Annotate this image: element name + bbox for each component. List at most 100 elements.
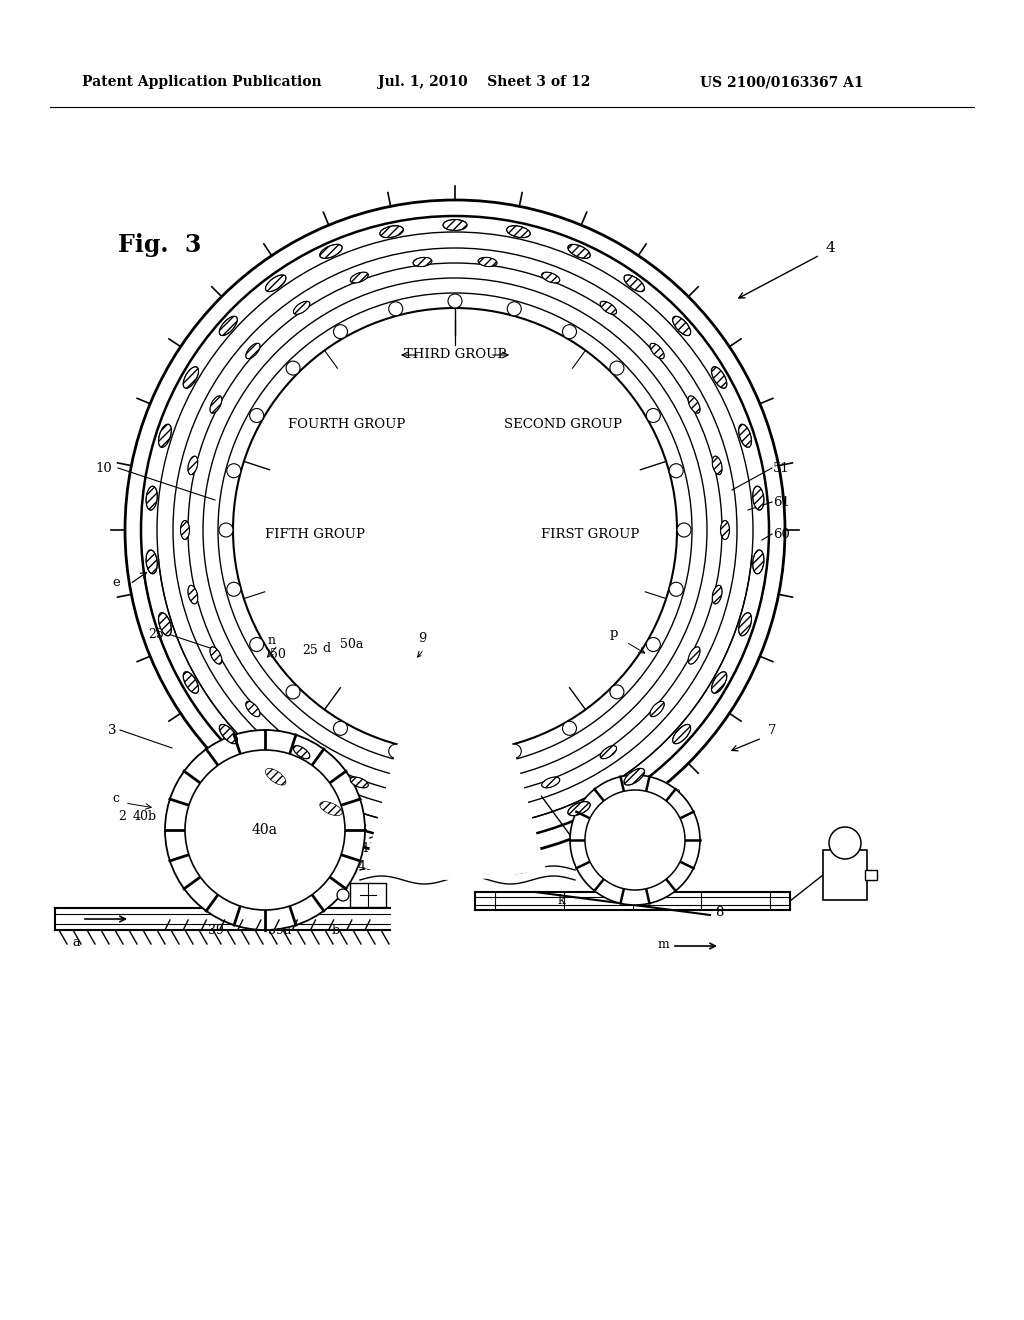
- Circle shape: [562, 325, 577, 339]
- Ellipse shape: [188, 585, 198, 605]
- Bar: [350, 883, 386, 907]
- Text: 25: 25: [302, 644, 317, 656]
- Circle shape: [670, 582, 683, 597]
- Text: Patent Application Publication: Patent Application Publication: [82, 75, 322, 88]
- Ellipse shape: [738, 612, 752, 636]
- Text: k: k: [558, 894, 565, 907]
- Circle shape: [219, 523, 233, 537]
- Ellipse shape: [738, 424, 752, 447]
- Ellipse shape: [146, 550, 158, 574]
- Ellipse shape: [542, 777, 560, 788]
- Text: 71: 71: [400, 842, 416, 854]
- Circle shape: [389, 744, 402, 758]
- Text: b: b: [332, 924, 340, 936]
- Text: j: j: [655, 804, 658, 817]
- Ellipse shape: [712, 367, 727, 388]
- Text: FIFTH GROUP: FIFTH GROUP: [265, 528, 365, 541]
- Text: 60: 60: [773, 528, 790, 540]
- Text: a: a: [72, 936, 80, 949]
- Circle shape: [185, 750, 345, 909]
- Ellipse shape: [246, 701, 260, 717]
- Text: 61: 61: [773, 495, 790, 508]
- Text: 2: 2: [118, 809, 126, 822]
- Circle shape: [250, 408, 264, 422]
- Circle shape: [677, 523, 691, 537]
- Text: e: e: [112, 576, 120, 589]
- Ellipse shape: [265, 275, 286, 292]
- Ellipse shape: [688, 396, 700, 413]
- Bar: [823, 850, 867, 900]
- Ellipse shape: [507, 822, 530, 834]
- Ellipse shape: [159, 612, 171, 636]
- Ellipse shape: [713, 457, 722, 475]
- Text: 70a: 70a: [658, 785, 681, 799]
- Text: m: m: [658, 937, 670, 950]
- Text: FOURTH GROUP: FOURTH GROUP: [289, 418, 406, 432]
- Text: 51: 51: [773, 462, 790, 474]
- Ellipse shape: [183, 672, 199, 693]
- Text: 25: 25: [148, 627, 164, 640]
- Ellipse shape: [380, 226, 403, 238]
- Circle shape: [670, 463, 683, 478]
- Text: 41b: 41b: [355, 842, 379, 854]
- Ellipse shape: [721, 520, 729, 540]
- Ellipse shape: [146, 486, 158, 510]
- Circle shape: [829, 828, 861, 859]
- Text: FIRST GROUP: FIRST GROUP: [541, 528, 639, 541]
- Text: 4: 4: [825, 242, 835, 255]
- Ellipse shape: [568, 801, 590, 816]
- Ellipse shape: [443, 829, 467, 841]
- Ellipse shape: [507, 226, 530, 238]
- Text: Fig.  3: Fig. 3: [118, 234, 202, 257]
- Ellipse shape: [753, 550, 764, 574]
- Bar: [865, 870, 877, 880]
- Ellipse shape: [294, 746, 310, 759]
- Ellipse shape: [183, 367, 199, 388]
- Text: SECOND GROUP: SECOND GROUP: [504, 418, 622, 432]
- Ellipse shape: [319, 244, 342, 259]
- Text: 39: 39: [208, 924, 224, 936]
- Ellipse shape: [210, 647, 222, 664]
- Ellipse shape: [265, 768, 286, 785]
- Ellipse shape: [600, 746, 616, 759]
- Ellipse shape: [753, 486, 764, 510]
- Ellipse shape: [380, 822, 403, 834]
- Text: n: n: [268, 634, 276, 647]
- Circle shape: [562, 721, 577, 735]
- Ellipse shape: [713, 585, 722, 605]
- Circle shape: [646, 638, 660, 652]
- Circle shape: [610, 685, 624, 698]
- Circle shape: [610, 362, 624, 375]
- Text: d: d: [322, 642, 330, 655]
- Ellipse shape: [246, 343, 260, 359]
- Ellipse shape: [350, 777, 369, 788]
- Text: 60a: 60a: [395, 824, 419, 837]
- Ellipse shape: [673, 725, 690, 743]
- Text: c: c: [112, 792, 119, 804]
- Wedge shape: [365, 531, 546, 880]
- Text: 50: 50: [270, 648, 286, 661]
- Circle shape: [447, 752, 462, 766]
- Text: 50a: 50a: [340, 638, 364, 651]
- Ellipse shape: [159, 424, 171, 447]
- Ellipse shape: [478, 793, 497, 803]
- Ellipse shape: [413, 793, 432, 803]
- Ellipse shape: [319, 801, 342, 816]
- Ellipse shape: [600, 301, 616, 314]
- Text: 10: 10: [95, 462, 112, 474]
- Circle shape: [585, 789, 685, 890]
- Ellipse shape: [350, 272, 369, 282]
- Text: 40b: 40b: [133, 809, 157, 822]
- Text: 8: 8: [715, 906, 723, 919]
- Ellipse shape: [219, 725, 238, 743]
- Ellipse shape: [624, 275, 644, 292]
- Ellipse shape: [413, 257, 432, 267]
- Ellipse shape: [210, 396, 222, 413]
- Circle shape: [286, 362, 300, 375]
- Ellipse shape: [624, 768, 644, 785]
- Circle shape: [449, 294, 462, 308]
- Circle shape: [334, 325, 347, 339]
- Text: 9: 9: [418, 631, 427, 644]
- Ellipse shape: [650, 701, 665, 717]
- Ellipse shape: [542, 272, 560, 282]
